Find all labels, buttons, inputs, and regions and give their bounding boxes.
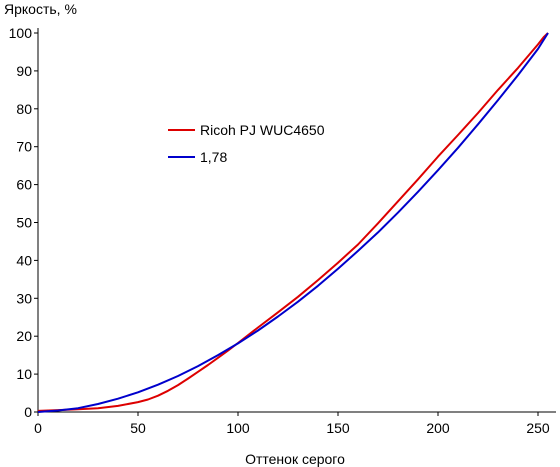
- series-line-1: [37, 32, 549, 413]
- y-tick-label-5: 50: [16, 215, 32, 231]
- x-tick-label-5: 250: [526, 420, 550, 436]
- legend-label-0: Ricoh PJ WUC4650: [200, 122, 325, 138]
- series-lines: [37, 32, 549, 413]
- y-tick-label-10: 100: [9, 25, 33, 41]
- x-tick-label-0: 0: [34, 420, 42, 436]
- x-tick-label-4: 200: [426, 420, 450, 436]
- y-tick-label-4: 40: [16, 252, 32, 268]
- y-tick-label-7: 70: [16, 139, 32, 155]
- y-tick-label-9: 90: [16, 63, 32, 79]
- axes: [37, 28, 556, 413]
- x-tick-label-3: 150: [326, 420, 350, 436]
- x-tick-label-2: 100: [226, 420, 250, 436]
- x-ticks: 0 50 100 150 200 250: [34, 412, 550, 436]
- y-axis-label: Яркость, %: [4, 1, 77, 17]
- legend: Ricoh PJ WUC4650 1,78: [168, 122, 325, 165]
- y-tick-label-1: 10: [16, 366, 32, 382]
- y-tick-label-0: 0: [24, 404, 32, 420]
- y-tick-label-2: 20: [16, 328, 32, 344]
- series-line-0: [37, 32, 549, 412]
- y-tick-label-6: 60: [16, 177, 32, 193]
- y-ticks: 0 10 20 30 40 50 60 70 80 90 100: [9, 25, 38, 420]
- legend-label-1: 1,78: [200, 149, 227, 165]
- x-axis-label: Оттенок серого: [245, 451, 345, 467]
- y-tick-label-8: 80: [16, 101, 32, 117]
- x-tick-label-1: 50: [130, 420, 146, 436]
- y-tick-label-3: 30: [16, 290, 32, 306]
